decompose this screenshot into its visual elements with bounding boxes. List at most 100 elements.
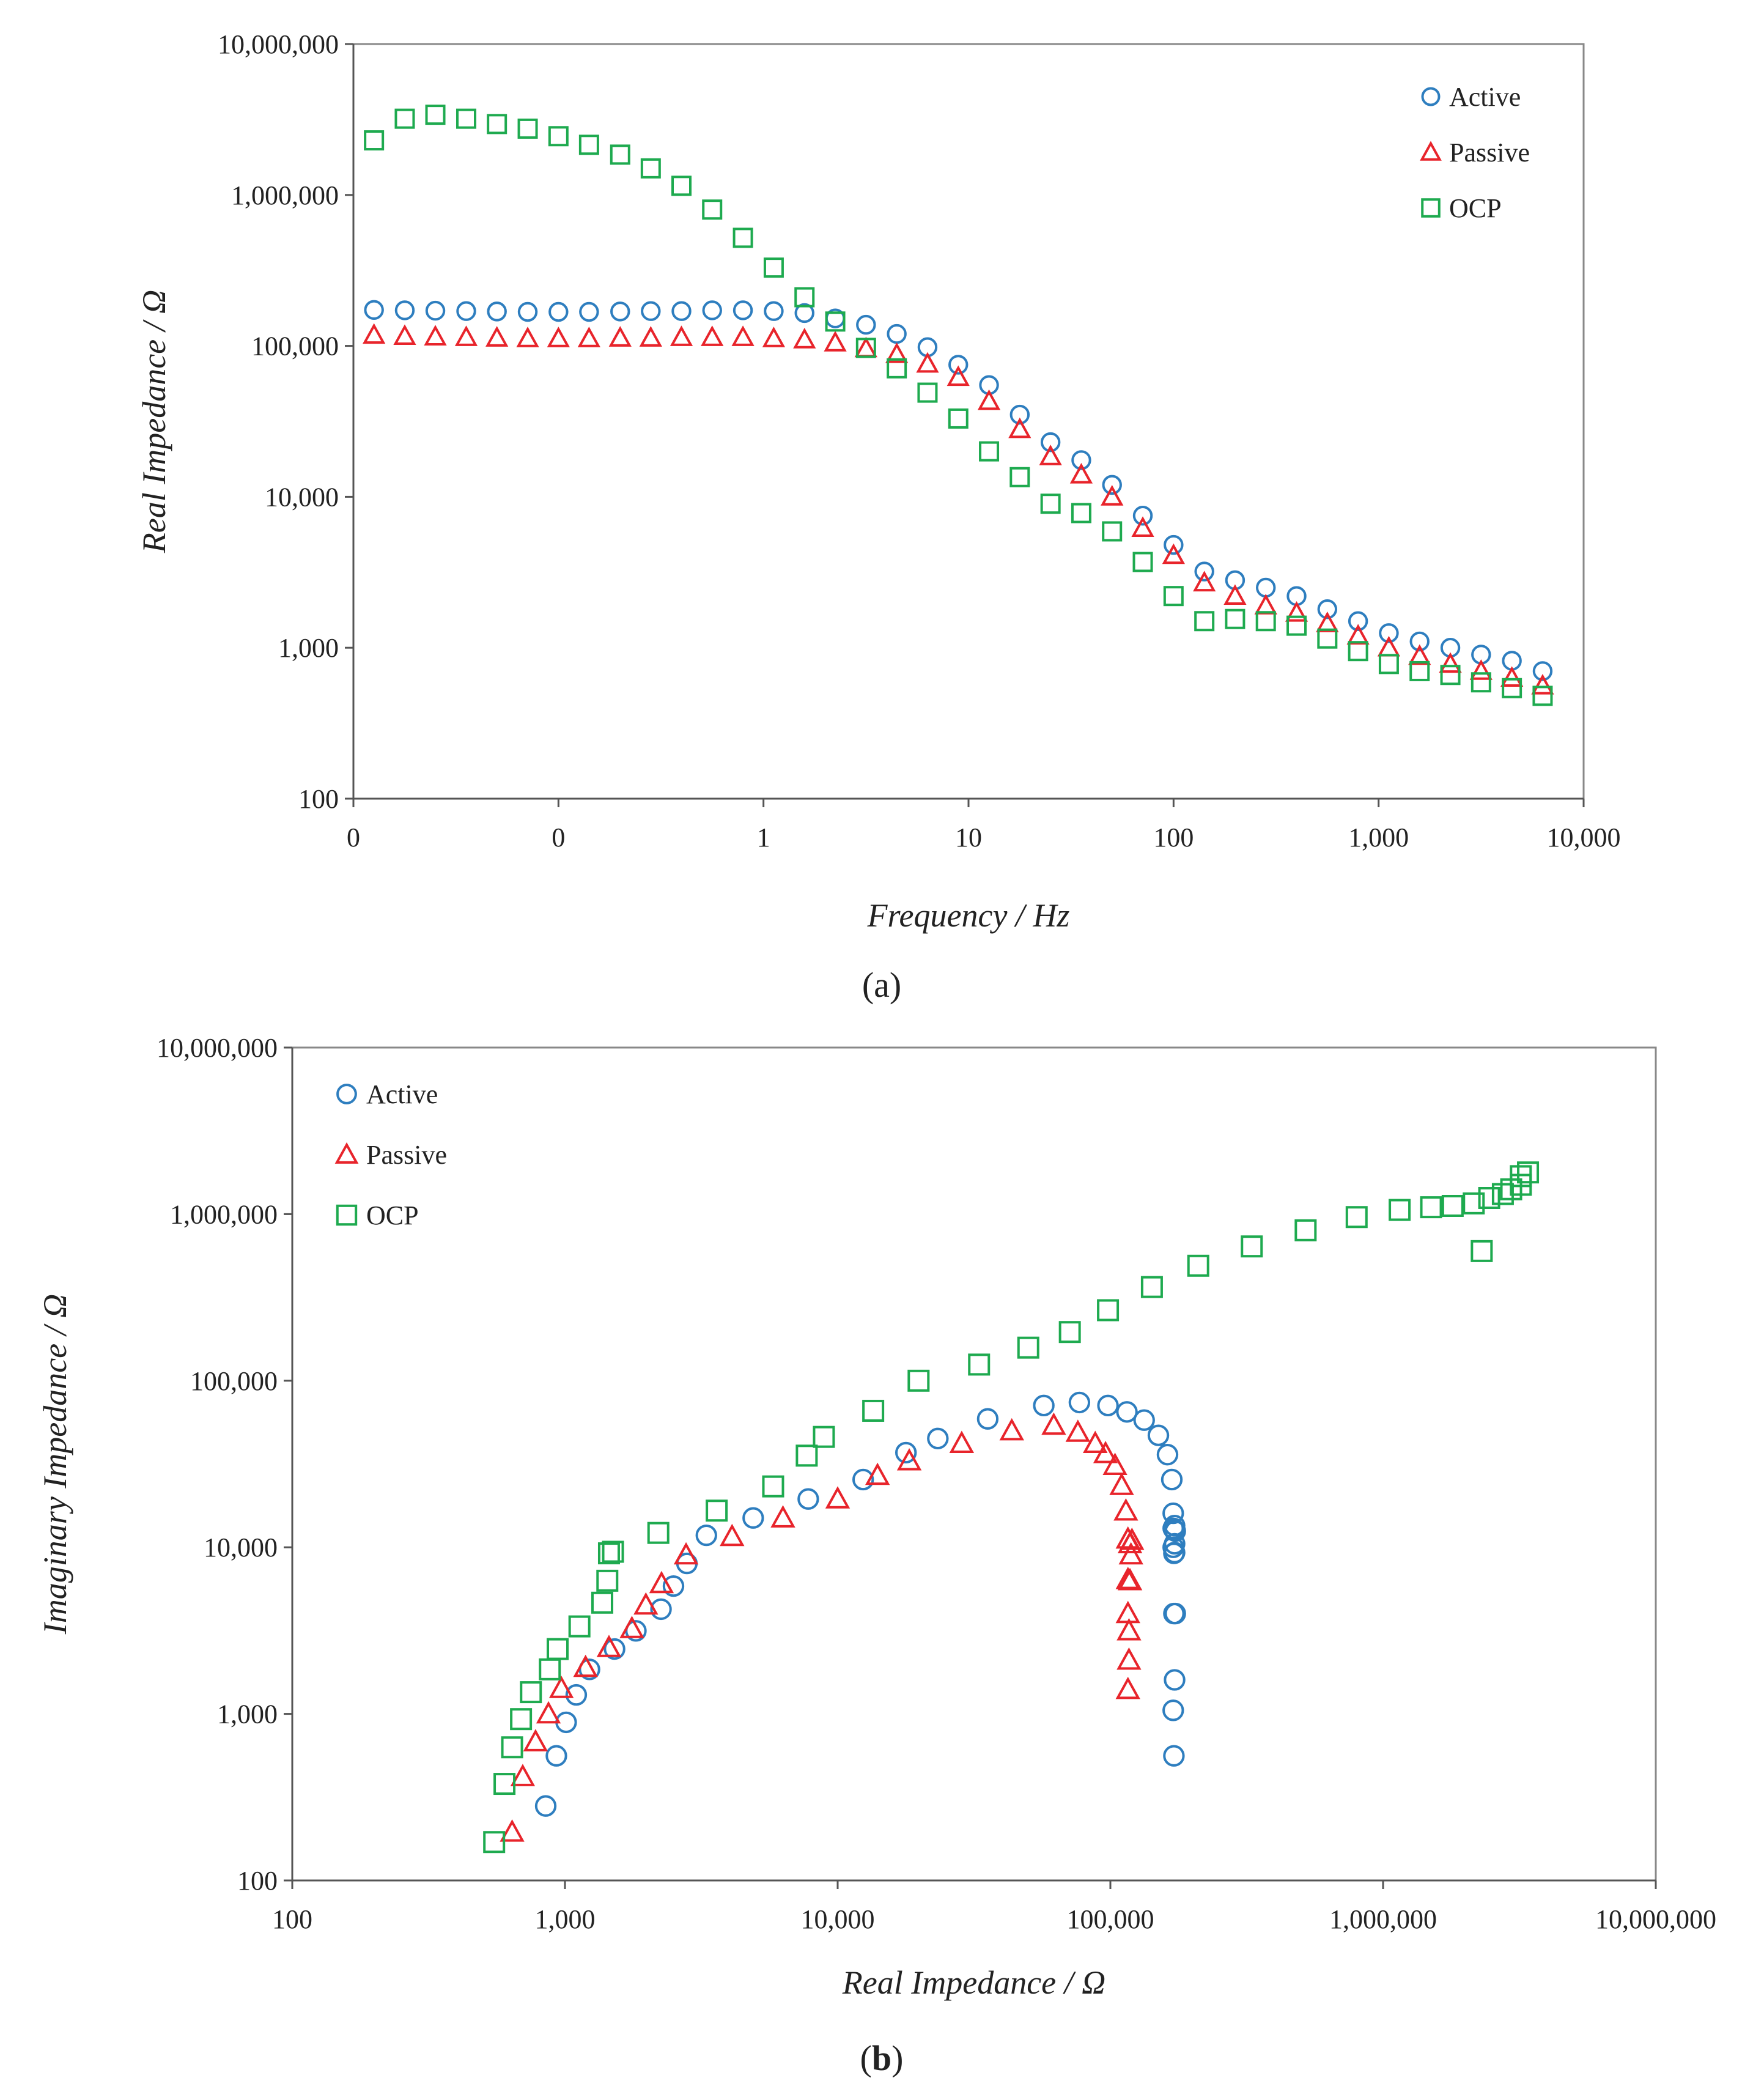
data-point-passive [649,1570,674,1594]
data-point-active [1009,404,1030,425]
data-point-passive [977,389,1001,410]
plot-area-a [352,43,1585,800]
data-point-ocp [640,158,661,179]
x-tick-label: 10,000 [1547,823,1621,852]
series-passive-a [363,323,1554,695]
data-point-ocp [825,311,846,332]
data-point-passive [1069,462,1093,484]
data-point-passive [1500,666,1524,687]
series-active-a [364,300,1553,681]
data-point-active [671,301,692,321]
data-point-ocp [762,1475,784,1498]
x-tick-label: 1,000 [535,1904,596,1934]
data-point-active [742,1507,764,1529]
data-point-passive [1109,1473,1134,1495]
data-point-ocp [1478,1187,1500,1210]
y-tick-label: 1,000,000 [170,1199,278,1229]
legend-label: OCP [366,1200,419,1230]
data-point-passive [1120,1527,1145,1550]
data-point-ocp [1040,494,1061,514]
data-point-ocp [1071,503,1091,523]
data-point-passive [1065,1419,1091,1442]
data-point-active [976,1408,999,1430]
data-point-ocp [1058,1321,1081,1344]
data-point-ocp [610,144,630,165]
data-point-ocp [510,1708,533,1731]
data-point-passive [1193,571,1216,592]
x-tick-label: 100,000 [1067,1904,1154,1934]
data-point-passive [854,336,877,358]
data-point-ocp [493,1773,516,1795]
data-point-active [394,300,415,320]
data-point-active [887,324,907,344]
data-point-passive [1101,485,1124,506]
legend-label: Passive [1449,138,1530,168]
data-point-ocp [456,108,477,129]
data-point-ocp [501,1736,523,1759]
data-point-active [565,1684,588,1706]
data-point-passive [1469,659,1493,680]
data-point-active [610,301,630,322]
data-point-passive [673,1542,699,1565]
legend-entry-active: Active [336,1079,438,1109]
data-point-ocp [1510,1165,1532,1188]
data-point-passive [1285,601,1308,622]
data-point-ocp [1471,1240,1493,1262]
data-point-active [733,300,753,320]
data-point-passive [1115,1600,1140,1624]
y-tick-label: 100 [237,1866,278,1896]
data-point-active [1164,1542,1186,1564]
data-point-ocp [539,1658,561,1680]
data-point-ocp [1389,1199,1411,1221]
data-point-passive [1116,1647,1142,1670]
data-point-ocp [979,441,1000,462]
data-point-passive [947,365,970,386]
data-point-passive [1131,516,1154,537]
legend-marker-active [336,1084,357,1104]
data-point-passive [1346,624,1370,645]
data-point-active [603,1638,626,1660]
data-point-passive [701,325,724,346]
data-point-ocp [364,130,385,151]
data-point-ocp [1294,1219,1317,1241]
legend-marker-passive [1420,141,1442,161]
panel-label-b-letter: b [872,2038,891,2078]
data-point-passive [824,331,847,352]
data-point-active [662,1575,685,1597]
y-tick-label: 1,000 [278,633,339,663]
data-point-active [1040,432,1061,453]
legend-marker-passive [334,1142,359,1164]
data-point-ocp [394,108,415,129]
data-point-passive [633,1592,659,1615]
data-point-passive [762,327,786,347]
plot-area-b [291,1046,1657,1882]
data-point-passive [393,324,416,346]
legend-entry-passive: Passive [334,1140,447,1170]
data-point-passive [608,326,632,347]
data-point-ocp [1187,1254,1209,1277]
data-point-ocp [1317,628,1338,649]
data-point-passive [424,325,447,346]
data-point-active [1033,1394,1055,1416]
data-point-passive [1102,1452,1127,1475]
data-point-active [1071,450,1091,470]
data-point-ocp [671,176,692,196]
data-point-passive [720,1523,745,1547]
data-point-active [702,300,722,320]
y-axis-b: 100 1,000 10,000 100,000 1,000,000 10,000,000 [157,1033,293,1896]
legend-label: Passive [366,1140,447,1170]
series-group-a [363,105,1554,706]
data-point-ocp [487,114,507,135]
series-active-b [534,1391,1186,1817]
data-point-active [1068,1391,1091,1414]
data-point-passive [1008,417,1031,438]
y-tick-label: 10,000,000 [218,29,339,59]
data-point-ocp [602,1540,624,1563]
data-point-ocp [1132,552,1153,572]
data-point-passive [999,1418,1024,1441]
data-point-passive [865,1462,890,1485]
data-point-ocp [1378,654,1399,675]
data-point-ocp [763,257,784,278]
x-axis-b: 100 1,000 10,000 100,000 1,000,000 10,000,000 [272,1879,1716,1934]
data-point-ocp [702,199,723,220]
